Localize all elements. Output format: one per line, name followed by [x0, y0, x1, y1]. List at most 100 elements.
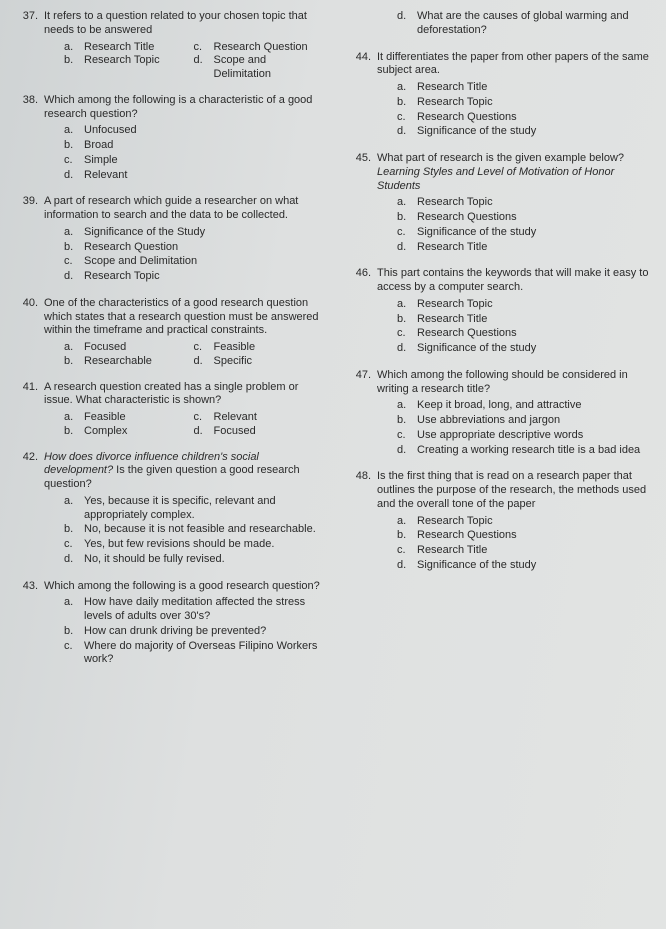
option-letter: a. [397, 81, 411, 95]
option-text: Research Title [417, 81, 487, 95]
question-plain: It refers to a question related to your … [44, 10, 307, 36]
option: b.Researchable [64, 355, 194, 369]
option-group: a.Research Title c.Research Question b.R… [44, 41, 323, 82]
option: d. What are the causes of global warming… [397, 10, 656, 38]
option: a. Research Topic [397, 515, 656, 529]
option-letter: c. [64, 640, 78, 668]
option: c.Feasible [194, 341, 324, 355]
option-text: Relevant [214, 411, 257, 425]
option-letter: d. [64, 270, 78, 284]
option-letter: c. [397, 429, 411, 443]
option: b. No, because it is not feasible and re… [64, 523, 323, 537]
option-letter: d. [194, 54, 208, 82]
option-text: Research Topic [84, 270, 160, 284]
question-body: It refers to a question related to your … [44, 10, 323, 82]
option-letter: a. [397, 399, 411, 413]
question: 45. What part of research is the given e… [353, 152, 656, 255]
option-row: a.Research Title c.Research Question [64, 41, 323, 55]
option-text: Relevant [84, 169, 127, 183]
question: 43. Which among the following is a good … [20, 580, 323, 669]
option-text: Research Title [417, 313, 487, 327]
option: a.Focused [64, 341, 194, 355]
option-letter: b. [64, 625, 78, 639]
option: a. Unfocused [64, 124, 323, 138]
option-group: a.Feasible c.Relevant b.Complex d.Focuse… [44, 411, 323, 439]
option-letter: b. [64, 241, 78, 255]
question-text: Is the first thing that is read on a res… [377, 470, 656, 511]
option: d. Significance of the study [397, 559, 656, 573]
option: b.Research Topic [64, 54, 194, 82]
question-body: d. What are the causes of global warming… [377, 10, 656, 39]
question-text: Which among the following should be cons… [377, 369, 656, 397]
question-body: What part of research is the given examp… [377, 152, 656, 255]
option-text: Significance of the study [417, 559, 536, 573]
question-plain: Which among the following should be cons… [377, 369, 628, 395]
option-text: Significance of the study [417, 342, 536, 356]
option-letter: a. [64, 41, 78, 55]
question-text: Which among the following is a character… [44, 94, 323, 122]
option: d. Significance of the study [397, 342, 656, 356]
option-letter: c. [397, 544, 411, 558]
option-letter: a. [64, 495, 78, 523]
option: c. Where do majority of Overseas Filipin… [64, 640, 323, 668]
option: c. Research Questions [397, 327, 656, 341]
option-letter: c. [194, 341, 208, 355]
option-letter: b. [397, 414, 411, 428]
option-text: Significance of the Study [84, 226, 205, 240]
option: b.Complex [64, 425, 194, 439]
question-number: 44. [353, 51, 371, 141]
question-text: This part contains the keywords that wil… [377, 267, 656, 295]
option-text: Specific [214, 355, 253, 369]
option: d. Significance of the study [397, 125, 656, 139]
option-text: Research Questions [417, 111, 517, 125]
option: b. Use abbreviations and jargon [397, 414, 656, 428]
option: c. Research Title [397, 544, 656, 558]
right-column: d. What are the causes of global warming… [353, 10, 656, 919]
option-letter: d. [194, 425, 208, 439]
question: 38. Which among the following is a chara… [20, 94, 323, 184]
option: b. Research Topic [397, 96, 656, 110]
option: a. Keep it broad, long, and attractive [397, 399, 656, 413]
option-letter: d. [64, 553, 78, 567]
question-number: 48. [353, 470, 371, 573]
option: c. Use appropriate descriptive words [397, 429, 656, 443]
option-group: a. Research Title b. Research Topic c. R… [377, 81, 656, 139]
option-letter: b. [397, 96, 411, 110]
question-body: It differentiates the paper from other p… [377, 51, 656, 141]
option-letter: c. [397, 327, 411, 341]
question-body: Is the first thing that is read on a res… [377, 470, 656, 573]
question-continuation: d. What are the causes of global warming… [353, 10, 656, 39]
question-body: How does divorce influence children's so… [44, 451, 323, 568]
option-letter: c. [397, 226, 411, 240]
question-number: 37. [20, 10, 38, 82]
question-number: 46. [353, 267, 371, 357]
option: d. Research Title [397, 241, 656, 255]
question-text: It refers to a question related to your … [44, 10, 323, 38]
option-letter: a. [397, 196, 411, 210]
option-letter: b. [64, 54, 78, 82]
option-group: a. Keep it broad, long, and attractive b… [377, 399, 656, 457]
option-text: Research Question [84, 241, 178, 255]
option: c. Significance of the study [397, 226, 656, 240]
option-letter: a. [64, 411, 78, 425]
option: a. Research Topic [397, 196, 656, 210]
question-number: 41. [20, 381, 38, 439]
option-letter: a. [397, 515, 411, 529]
option: a. How have daily meditation affected th… [64, 596, 323, 624]
option-text: Research Topic [417, 515, 493, 529]
option-text: Research Questions [417, 327, 517, 341]
question-plain: One of the characteristics of a good res… [44, 297, 319, 337]
option-text: Research Questions [417, 529, 517, 543]
question-plain: Is the first thing that is read on a res… [377, 470, 646, 510]
option: d.Focused [194, 425, 324, 439]
question-number: 39. [20, 195, 38, 285]
option-text: What are the causes of global warming an… [417, 10, 656, 38]
option-text: Use abbreviations and jargon [417, 414, 560, 428]
option: d. No, it should be fully revised. [64, 553, 323, 567]
option-group: a. Significance of the Study b. Research… [44, 226, 323, 284]
option-text: Research Topic [417, 196, 493, 210]
option-text: No, because it is not feasible and resea… [84, 523, 316, 537]
question-plain: A research question created has a single… [44, 381, 298, 407]
option-group: a. Yes, because it is specific, relevant… [44, 495, 323, 567]
question-number: 42. [20, 451, 38, 568]
